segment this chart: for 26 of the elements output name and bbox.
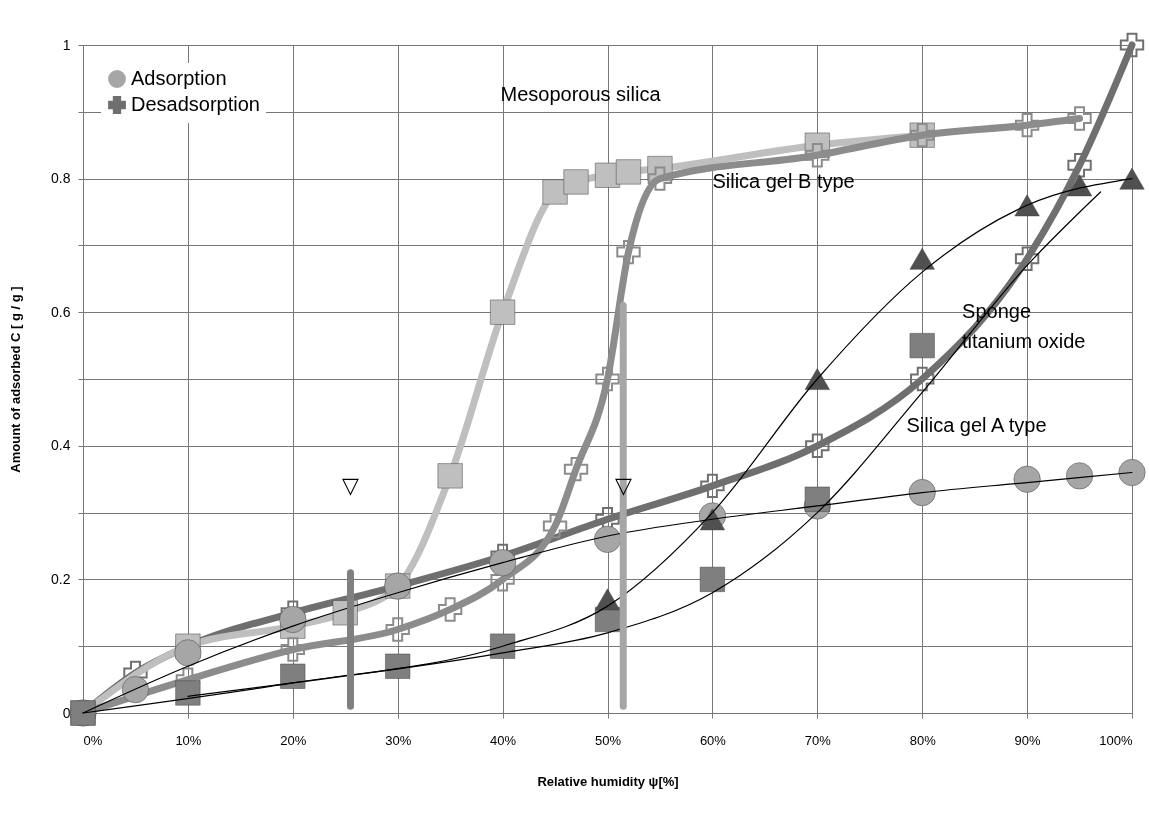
y-axis-title: Amount of adsorbed C [ g / g ] bbox=[8, 286, 24, 473]
y-tick-label: 1 bbox=[62, 36, 71, 53]
annotation: Silica gel B type bbox=[712, 169, 855, 192]
y-tick-label: 0.8 bbox=[51, 170, 71, 187]
y-tick-label: 0.2 bbox=[51, 570, 71, 587]
y-tick-label: 0.4 bbox=[51, 437, 71, 454]
x-tick-label: 90% bbox=[1014, 732, 1042, 748]
x-axis-title: Relative humidity ψ[%] bbox=[537, 773, 679, 789]
annotation: ▽ bbox=[341, 472, 359, 498]
annotation: Mesoporous silica bbox=[500, 83, 662, 106]
x-tick-label: 30% bbox=[385, 732, 412, 748]
annotation: Silica gel A type bbox=[906, 413, 1047, 436]
x-tick-label: 70% bbox=[804, 732, 832, 748]
x-tick-label: 50% bbox=[594, 732, 622, 748]
x-tick-label: 80% bbox=[909, 732, 937, 748]
annotation: ▽ bbox=[614, 472, 632, 498]
y-tick-label: 0.6 bbox=[51, 303, 71, 320]
legend-label: Desadsorption bbox=[131, 93, 260, 115]
x-tick-label: 0% bbox=[83, 732, 103, 748]
x-tick-label: 10% bbox=[175, 732, 202, 748]
legend-label: Adsorption bbox=[131, 67, 227, 89]
x-tick-label: 40% bbox=[490, 732, 517, 748]
y-tick-label: 0 bbox=[62, 704, 71, 721]
x-tick-label: 20% bbox=[280, 732, 307, 748]
x-tick-label: 100% bbox=[1099, 732, 1133, 748]
x-tick-label: 60% bbox=[699, 732, 727, 748]
